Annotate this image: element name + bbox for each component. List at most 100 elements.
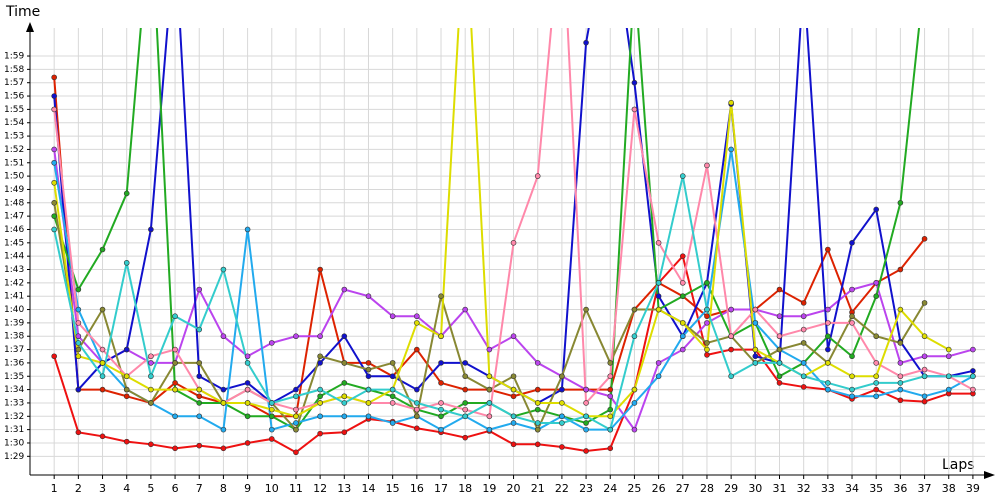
point (438, 426, 444, 433)
point (99, 386, 106, 393)
point (607, 426, 614, 433)
x-tick-label: 11 (289, 482, 303, 495)
point (365, 413, 372, 420)
point (244, 353, 251, 360)
y-tick-label: 1:54 (4, 118, 24, 128)
point (534, 386, 541, 393)
point (51, 106, 57, 113)
point (341, 429, 348, 436)
point (268, 436, 275, 442)
point (148, 226, 154, 233)
point (462, 434, 468, 441)
point (728, 373, 734, 380)
point (849, 373, 855, 380)
point (921, 366, 928, 373)
point (679, 346, 686, 353)
point (631, 426, 638, 433)
point (220, 266, 227, 273)
point (99, 346, 106, 353)
point (317, 266, 323, 273)
point (655, 360, 662, 366)
point (704, 346, 710, 353)
point (75, 429, 82, 436)
point (849, 240, 855, 246)
point (414, 320, 420, 326)
point (583, 413, 589, 420)
point (704, 313, 710, 320)
point (341, 393, 348, 400)
x-tick-label: 39 (966, 482, 980, 495)
point (631, 106, 638, 113)
y-tick-label: 1:40 (4, 305, 24, 315)
point (172, 380, 178, 386)
point (776, 373, 783, 380)
y-tick-label: 1:46 (4, 225, 24, 235)
point (631, 79, 638, 86)
point (268, 413, 275, 420)
point (704, 280, 710, 286)
point (752, 306, 759, 313)
point (196, 373, 203, 380)
point (825, 320, 831, 326)
point (462, 306, 468, 313)
point (317, 386, 323, 393)
point (99, 360, 106, 366)
point (293, 449, 299, 456)
point (51, 199, 57, 206)
point (752, 320, 759, 326)
point (945, 346, 952, 353)
point (196, 360, 203, 366)
point (873, 293, 880, 300)
point (51, 93, 57, 99)
point (75, 286, 82, 293)
point (172, 413, 178, 420)
point (317, 413, 323, 420)
point (220, 333, 227, 340)
x-tick-label: 37 (918, 482, 932, 495)
point (921, 333, 928, 340)
point (825, 380, 831, 386)
point (317, 400, 323, 406)
point (99, 306, 106, 313)
point (51, 226, 57, 233)
point (873, 393, 880, 400)
y-tick-label: 1:36 (4, 358, 24, 368)
point (559, 413, 565, 420)
point (728, 146, 734, 153)
point (268, 406, 275, 413)
point (341, 413, 348, 420)
point (172, 386, 178, 393)
point (897, 340, 904, 346)
y-tick-label: 1:53 (4, 132, 24, 142)
point (970, 368, 976, 374)
point (873, 380, 880, 386)
point (534, 426, 541, 433)
point (873, 360, 880, 366)
point (510, 413, 517, 420)
point (825, 306, 831, 313)
point (220, 426, 227, 433)
point (849, 393, 855, 400)
point (438, 333, 444, 340)
point (849, 386, 855, 393)
point (389, 420, 396, 426)
point (438, 406, 444, 413)
x-tick-label: 32 (797, 482, 811, 495)
point (148, 373, 154, 380)
point (728, 99, 734, 106)
point (534, 420, 541, 426)
point (897, 380, 904, 386)
point (679, 333, 686, 340)
x-tick-label: 24 (603, 482, 617, 495)
point (196, 386, 203, 393)
point (51, 213, 57, 219)
point (75, 333, 82, 340)
point (559, 420, 565, 426)
point (486, 386, 493, 393)
point (510, 420, 517, 426)
point (75, 320, 82, 326)
x-tick-label: 3 (99, 482, 106, 495)
y-tick-label: 1:58 (4, 65, 24, 75)
point (849, 353, 855, 360)
